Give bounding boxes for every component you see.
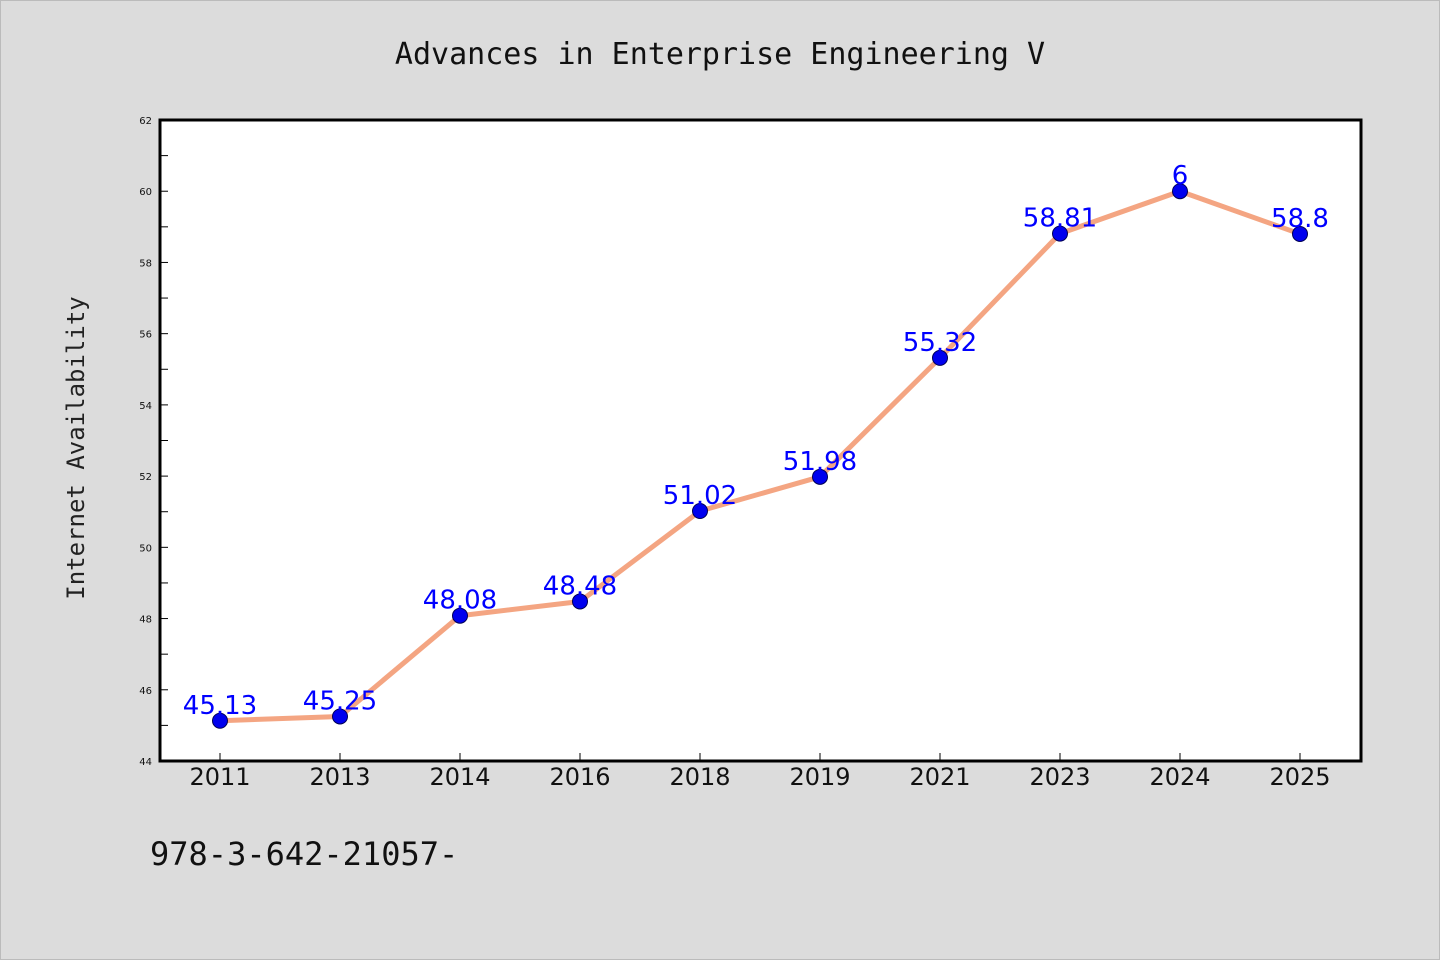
data-point-marker	[692, 503, 708, 520]
plot-area	[158, 118, 1363, 763]
data-point-marker	[452, 607, 468, 624]
y-axis-title: Internet Availability	[62, 296, 90, 599]
data-label: 45.25	[303, 686, 377, 716]
y-tick-label: 50	[139, 543, 152, 554]
y-tick-label: 60	[139, 187, 152, 198]
x-tick-label: 2021	[909, 763, 970, 791]
y-tick-label: 52	[139, 472, 152, 483]
markers-group	[212, 183, 1308, 729]
x-axis: 2011 2013 2014 2016 2018 2019 2021 2023 2024 2025	[189, 753, 1331, 791]
x-tick-label: 2019	[789, 763, 850, 791]
data-point-marker	[212, 712, 228, 729]
y-tick-label: 46	[139, 686, 152, 697]
data-point-marker	[572, 593, 588, 610]
data-label: 55.32	[903, 328, 977, 358]
x-tick-label: 2014	[429, 763, 490, 791]
data-label: 51.02	[663, 481, 737, 511]
series-line-group	[217, 188, 1303, 724]
data-label: 58.8	[1271, 204, 1329, 234]
y-tick-label: 56	[139, 330, 152, 341]
y-tick-label: 54	[139, 401, 152, 412]
x-tick-label: 2013	[309, 763, 370, 791]
y-tick-label: 48	[139, 615, 152, 626]
x-tick-label: 2024	[1149, 763, 1210, 791]
data-label: 48.48	[543, 571, 617, 601]
data-point-marker	[1292, 225, 1308, 242]
x-tick-label: 2016	[549, 763, 610, 791]
series-line	[217, 188, 1303, 724]
x-tick-label: 2018	[669, 763, 730, 791]
footer-code: 978-3-642-21057-	[150, 835, 458, 873]
data-point-marker	[1172, 183, 1188, 200]
x-tick-label: 2011	[189, 763, 250, 791]
y-tick-label: 44	[139, 757, 152, 768]
data-label: 51.98	[783, 447, 857, 477]
data-point-marker	[812, 468, 828, 485]
data-point-marker	[1052, 225, 1068, 242]
data-labels-group: 45.13 45.25 48.08 48.48 51.02 51.98 55.32 58.81…	[183, 161, 1329, 721]
data-label: 58.81	[1023, 204, 1097, 234]
data-label: 6	[1172, 161, 1189, 191]
y-axis: 44 46 48 50 52 54 56 58 60 62	[139, 116, 168, 768]
y-tick-label: 62	[139, 116, 152, 127]
data-point-marker	[932, 349, 948, 366]
data-label: 48.08	[423, 586, 497, 616]
x-tick-label: 2023	[1029, 763, 1090, 791]
y-tick-label: 58	[139, 258, 152, 269]
data-point-marker	[332, 708, 348, 725]
chart-title: Advances in Enterprise Engineering V	[395, 37, 1045, 72]
data-label: 45.13	[183, 691, 257, 721]
x-tick-label: 2025	[1269, 763, 1330, 791]
